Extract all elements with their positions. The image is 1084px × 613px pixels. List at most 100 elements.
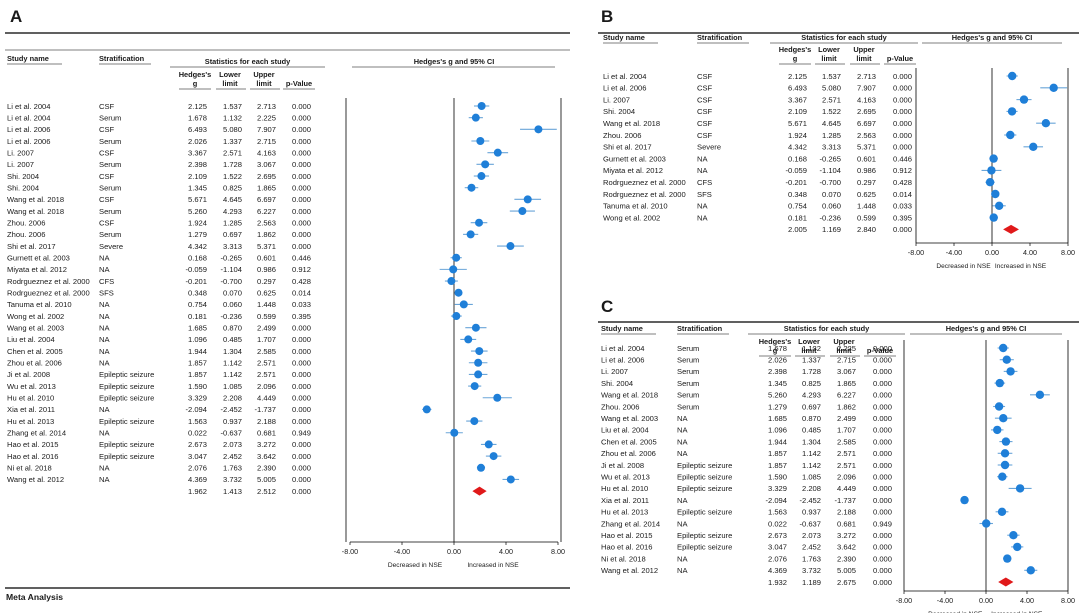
study-name: Hao et al. 2016 bbox=[7, 452, 59, 461]
header-hedges-ci: Hedges's g and 95% CI bbox=[414, 57, 495, 66]
upper-limit: 0.297 bbox=[857, 178, 876, 187]
hedges-g: 2.109 bbox=[788, 107, 807, 116]
lower-limit: 1.522 bbox=[223, 172, 242, 181]
upper-limit: 2.390 bbox=[837, 554, 856, 563]
stratification: SFS bbox=[99, 289, 114, 298]
header-lower: Lower bbox=[219, 70, 241, 79]
lower-limit: -0.700 bbox=[220, 277, 242, 286]
p-value: 0.000 bbox=[292, 160, 311, 169]
study-row: Li. 2007 CSF 3.367 2.571 4.163 0.000 bbox=[7, 148, 509, 157]
p-value: 0.000 bbox=[292, 102, 311, 111]
stratification: Severe bbox=[99, 242, 123, 251]
hedges-g: 3.367 bbox=[788, 95, 807, 104]
hedges-g: 1.590 bbox=[188, 382, 207, 391]
upper-limit: 0.986 bbox=[257, 265, 276, 274]
study-name: Rodrgueznez et al. 2000 bbox=[603, 178, 686, 187]
x-tick-label: -8.00 bbox=[908, 248, 924, 257]
stratification: Serum bbox=[677, 379, 699, 388]
lower-limit: 2.073 bbox=[802, 531, 821, 540]
study-row: Rodrgueznez et al. 2000 SFS 0.348 0.070 0.62… bbox=[603, 189, 1000, 199]
stratification: Serum bbox=[99, 183, 121, 192]
p-value: 0.000 bbox=[873, 356, 892, 365]
effect-point bbox=[994, 402, 1004, 411]
header-hedges-ci: Hedges's g and 95% CI bbox=[952, 33, 1033, 42]
study-row: Wang et al. 2018 Serum 5.260 4.293 6.227 0.00… bbox=[601, 390, 1050, 400]
effect-point bbox=[454, 288, 463, 297]
upper-limit: 4.449 bbox=[837, 484, 856, 493]
study-row: Xia et al. 2011 NA -2.094 -2.452 -1.737 0.000 bbox=[601, 495, 969, 505]
stratification: Epileptic seizure bbox=[677, 531, 732, 540]
stratification: NA bbox=[677, 426, 688, 435]
upper-limit: 2.499 bbox=[257, 324, 276, 333]
stratification: NA bbox=[99, 405, 110, 414]
study-row: Wang et al. 2018 Serum 5.260 4.293 6.227 0.00… bbox=[7, 207, 535, 216]
summary-lower-limit: 1.413 bbox=[223, 487, 242, 496]
study-row: Zhou. 2006 CSF 1.924 1.285 2.563 0.000 bbox=[7, 219, 488, 228]
axis-label-increased: Increased in NSE bbox=[467, 562, 519, 569]
hedges-g: 6.493 bbox=[788, 84, 807, 93]
lower-limit: -1.104 bbox=[220, 265, 242, 274]
study-name: Wang et al. 2003 bbox=[7, 324, 64, 333]
lower-limit: 1.337 bbox=[223, 137, 242, 146]
axis-label-increased: Increased in NSE bbox=[995, 263, 1047, 270]
study-name: Shi. 2004 bbox=[603, 107, 635, 116]
header-upper-2: limit bbox=[856, 54, 872, 63]
upper-limit: 0.986 bbox=[857, 166, 876, 175]
p-value: 0.000 bbox=[873, 496, 892, 505]
effect-point bbox=[523, 195, 532, 204]
effect-point bbox=[506, 475, 515, 484]
study-row: Shi et al. 2017 Severe 4.342 3.313 5.371 0.00… bbox=[7, 242, 524, 251]
stratification: Serum bbox=[677, 402, 699, 411]
upper-limit: 3.067 bbox=[257, 160, 276, 169]
study-name: Li et al. 2006 bbox=[603, 84, 647, 93]
study-row: Wang et al. 2003 NA 1.685 0.870 2.499 0.000 bbox=[601, 414, 1012, 423]
study-row: Gurnett et al. 2003 NA 0.168 -0.265 0.601 0.4… bbox=[603, 154, 998, 163]
upper-limit: 2.571 bbox=[837, 461, 856, 470]
lower-limit: 0.697 bbox=[802, 402, 821, 411]
study-row: Li et al. 2004 CSF 2.125 1.537 2.713 0.000 bbox=[7, 102, 490, 111]
lower-limit: 1.537 bbox=[822, 72, 841, 81]
hedges-g: 2.109 bbox=[188, 172, 207, 181]
effect-point bbox=[1015, 484, 1025, 493]
hedges-g: 2.125 bbox=[188, 102, 207, 111]
hedges-g: 1.857 bbox=[768, 461, 787, 470]
hedges-g: 2.026 bbox=[768, 356, 787, 365]
hedges-g: 3.367 bbox=[188, 148, 207, 157]
header-upper-2: limit bbox=[256, 79, 272, 88]
summary-upper-limit: 2.512 bbox=[257, 487, 276, 496]
stratification: NA bbox=[99, 300, 110, 309]
stratification: Serum bbox=[99, 113, 121, 122]
p-value: 0.000 bbox=[292, 195, 311, 204]
effect-point bbox=[459, 300, 468, 309]
stratification: NA bbox=[677, 414, 688, 423]
study-row: Shi. 2004 Serum 1.345 0.825 1.865 0.000 bbox=[7, 183, 479, 192]
upper-limit: 2.096 bbox=[257, 382, 276, 391]
study-row: Rodrgueznez et al. 2000 SFS 0.348 0.070 0.62… bbox=[7, 289, 463, 298]
upper-limit: 1.448 bbox=[857, 202, 876, 211]
study-name: Hu et al. 2010 bbox=[7, 394, 54, 403]
lower-limit: 5.080 bbox=[822, 84, 841, 93]
study-row: Li et al. 2006 Serum 2.026 1.337 2.715 0.000 bbox=[7, 137, 490, 146]
upper-limit: 1.707 bbox=[837, 426, 856, 435]
effect-point bbox=[493, 148, 502, 157]
stratification: NA bbox=[99, 335, 110, 344]
x-tick-label: 0.00 bbox=[985, 248, 999, 257]
study-name: Hao et al. 2015 bbox=[7, 440, 59, 449]
lower-limit: 0.070 bbox=[822, 190, 841, 199]
x-tick-label: -8.00 bbox=[342, 547, 358, 556]
hedges-g: 1.279 bbox=[188, 230, 207, 239]
stratification: CSF bbox=[99, 172, 115, 181]
axis-label-decreased: Decreased in NSE bbox=[936, 263, 991, 270]
stratification: NA bbox=[677, 554, 688, 563]
lower-limit: 2.208 bbox=[223, 394, 242, 403]
study-name: Li et al. 2004 bbox=[7, 102, 51, 111]
stratification: CSF bbox=[697, 84, 713, 93]
study-name: Wong et al. 2002 bbox=[603, 213, 660, 222]
lower-limit: 2.571 bbox=[223, 148, 242, 157]
p-value: 0.000 bbox=[292, 382, 311, 391]
study-name: Shi et al. 2017 bbox=[7, 242, 56, 251]
effect-point bbox=[987, 166, 996, 175]
upper-limit: 3.642 bbox=[257, 452, 276, 461]
upper-limit: 5.371 bbox=[857, 143, 876, 152]
summary-hedges-g: 1.962 bbox=[188, 487, 207, 496]
